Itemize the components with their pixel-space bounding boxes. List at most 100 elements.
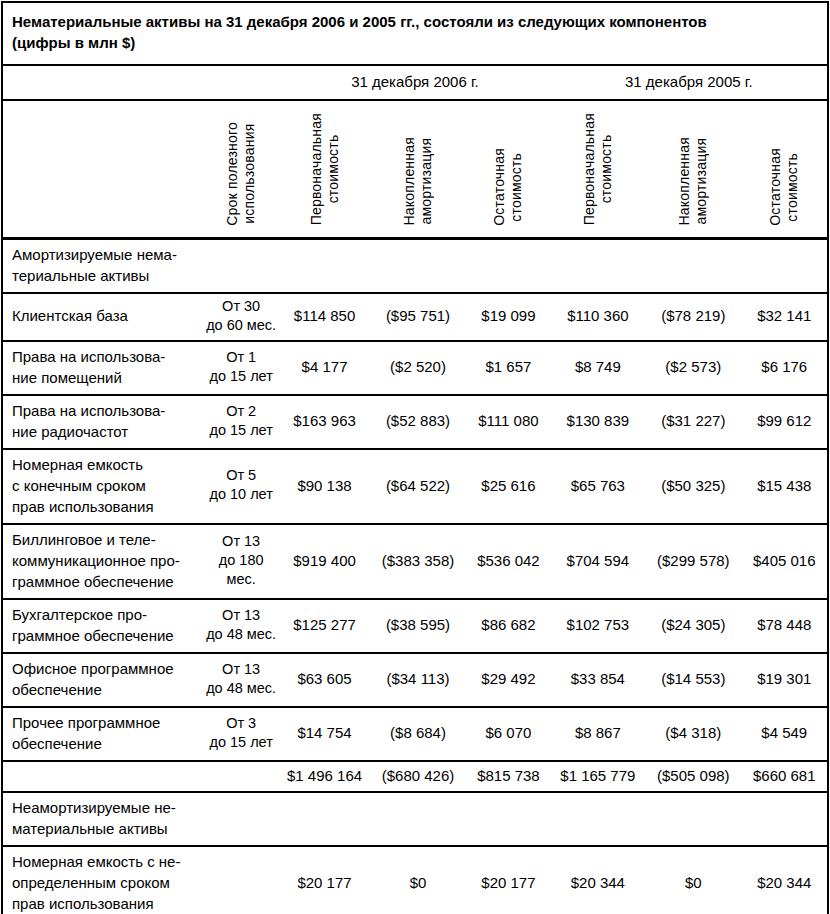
value-cell-2006-initial: $4 177: [279, 341, 369, 395]
value-cell-2005-initial: $33 854: [551, 653, 645, 707]
table-row: Клиентская база От 30 до 60 мес. $114 85…: [2, 293, 828, 341]
value-cell-2005-amortization: ($24 305): [645, 599, 741, 653]
column-header-label: Накопленная амортизация: [401, 137, 435, 226]
row-label-cell: Права на использова- ние радиочастот: [2, 395, 203, 449]
value-cell-2005-residual: $6 176: [742, 341, 828, 395]
value-cell-2006-initial: $114 850: [279, 293, 369, 341]
group-header-2005: 31 декабря 2005 г.: [551, 65, 828, 100]
row-label-cell: Неамортизируемые не- материальные активы: [2, 792, 203, 846]
row-label-cell: Номерная емкость с не- определенным срок…: [2, 846, 203, 914]
value-cell-2005-residual: $99 612: [742, 395, 828, 449]
value-cell-2005-amortization: ($31 227): [645, 395, 741, 449]
value-cell-2005-initial: $8 749: [551, 341, 645, 395]
value-cell-2006-initial: $63 605: [279, 653, 369, 707]
useful-life-cell: От 13 до 48 мес.: [203, 599, 279, 653]
useful-life-cell: От 5 до 10 лет: [203, 449, 279, 524]
value-cell-2006-residual: [466, 238, 550, 293]
column-header-2006-residual-value: Остаточная стоимость: [466, 100, 550, 238]
title-row: Нематериальные активы на 31 декабря 2006…: [2, 2, 828, 65]
value-cell-2005-initial: [551, 792, 645, 846]
value-cell-2006-amortization: [370, 792, 466, 846]
value-cell-2005-initial: $130 839: [551, 395, 645, 449]
value-cell-2006-residual: $6 070: [466, 707, 550, 761]
value-cell-2005-amortization: ($505 098): [645, 761, 741, 792]
useful-life-cell: От 30 до 60 мес.: [203, 293, 279, 341]
value-cell-2006-initial: $1 496 164: [279, 761, 369, 792]
value-cell-2005-residual: $78 448: [742, 599, 828, 653]
date-header-row: 31 декабря 2006 г. 31 декабря 2005 г.: [2, 65, 828, 100]
value-cell-2005-residual: $660 681: [742, 761, 828, 792]
value-cell-2006-amortization: ($383 358): [370, 524, 466, 599]
column-header-label: Первоначальная стоимость: [581, 113, 615, 225]
value-cell-2005-residual: $4 549: [742, 707, 828, 761]
column-header-label: Первоначальная стоимость: [308, 113, 342, 225]
value-cell-2006-amortization: ($680 426): [370, 761, 466, 792]
column-header-label: Срок полезного использования: [224, 122, 258, 226]
value-cell-2005-amortization: $0: [645, 846, 741, 914]
table-row: Права на использова- ние радиочастот От …: [2, 395, 828, 449]
useful-life-cell: [203, 238, 279, 293]
value-cell-2006-initial: $125 277: [279, 599, 369, 653]
useful-life-cell: От 13 до 180 мес.: [203, 524, 279, 599]
column-header-label: Накопленная амортизация: [676, 137, 710, 226]
intangible-assets-table: Нематериальные активы на 31 декабря 2006…: [1, 1, 829, 914]
value-cell-2005-residual: $19 301: [742, 653, 828, 707]
row-label-cell: Биллинговое и теле- коммуникационное про…: [2, 524, 203, 599]
value-cell-2005-initial: $8 867: [551, 707, 645, 761]
value-cell-2006-initial: [279, 792, 369, 846]
value-cell-2006-amortization: ($8 684): [370, 707, 466, 761]
value-cell-2005-residual: $20 344: [742, 846, 828, 914]
value-cell-2006-residual: $111 080: [466, 395, 550, 449]
row-label-cell: Бухгалтерское про- граммное обеспечение: [2, 599, 203, 653]
table-row: Номерная емкость с конечным сроком прав …: [2, 449, 828, 524]
value-cell-2005-residual: [742, 792, 828, 846]
useful-life-cell: От 2 до 15 лет: [203, 395, 279, 449]
column-header-2005-initial-cost: Первоначальная стоимость: [551, 100, 645, 238]
value-cell-2006-amortization: $0: [370, 846, 466, 914]
table-row: Амортизируемые нема- териальные активы: [2, 238, 828, 293]
value-cell-2006-amortization: ($34 113): [370, 653, 466, 707]
value-cell-2006-residual: $25 616: [466, 449, 550, 524]
value-cell-2005-amortization: [645, 792, 741, 846]
value-cell-2005-residual: $405 016: [742, 524, 828, 599]
value-cell-2006-amortization: ($38 595): [370, 599, 466, 653]
value-cell-2005-amortization: ($4 318): [645, 707, 741, 761]
value-cell-2005-amortization: [645, 238, 741, 293]
column-header-2006-initial-cost: Первоначальная стоимость: [279, 100, 369, 238]
value-cell-2006-amortization: ($52 883): [370, 395, 466, 449]
value-cell-2005-residual: $32 141: [742, 293, 828, 341]
table-row: Права на использова- ние помещений От 1 …: [2, 341, 828, 395]
value-cell-2006-amortization: [370, 238, 466, 293]
value-cell-2005-residual: [742, 238, 828, 293]
date-header-spacer: [2, 65, 279, 100]
table-body: Амортизируемые нема- териальные активы К…: [2, 238, 828, 914]
column-header-2005-residual-value: Остаточная стоимость: [742, 100, 828, 238]
value-cell-2006-initial: $90 138: [279, 449, 369, 524]
useful-life-cell: [203, 846, 279, 914]
useful-life-cell: [203, 761, 279, 792]
table-row: $1 496 164 ($680 426) $815 738 $1 165 77…: [2, 761, 828, 792]
useful-life-cell: От 1 до 15 лет: [203, 341, 279, 395]
table-row: Офисное программное обеспечение От 13 до…: [2, 653, 828, 707]
row-label-cell: Номерная емкость с конечным сроком прав …: [2, 449, 203, 524]
group-header-2006: 31 декабря 2006 г.: [279, 65, 550, 100]
value-cell-2005-residual: $15 438: [742, 449, 828, 524]
value-cell-2006-initial: $919 400: [279, 524, 369, 599]
value-cell-2005-amortization: ($299 578): [645, 524, 741, 599]
row-label-cell: [2, 761, 203, 792]
value-cell-2005-initial: $110 360: [551, 293, 645, 341]
table-title: Нематериальные активы на 31 декабря 2006…: [2, 2, 828, 65]
value-cell-2006-residual: $536 042: [466, 524, 550, 599]
column-header-label: Остаточная стоимость: [491, 148, 525, 226]
value-cell-2005-initial: $20 344: [551, 846, 645, 914]
column-header-spacer: [2, 100, 203, 238]
table-row: Бухгалтерское про- граммное обеспечение …: [2, 599, 828, 653]
column-header-2006-accumulated-amortization: Накопленная амортизация: [370, 100, 466, 238]
row-label-cell: Прочее программное обеспечение: [2, 707, 203, 761]
value-cell-2006-amortization: ($2 520): [370, 341, 466, 395]
document-page: Нематериальные активы на 31 декабря 2006…: [0, 1, 830, 914]
row-label-cell: Клиентская база: [2, 293, 203, 341]
value-cell-2006-initial: $163 963: [279, 395, 369, 449]
column-header-row: Срок полезного использования Первоначаль…: [2, 100, 828, 238]
value-cell-2005-initial: [551, 238, 645, 293]
